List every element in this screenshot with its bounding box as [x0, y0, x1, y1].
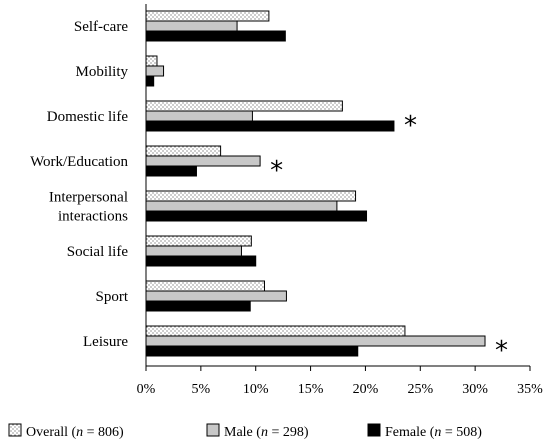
significance-marker: *: [495, 336, 508, 366]
bar-3-2: [145, 165, 197, 177]
legend-swatch: [8, 423, 22, 437]
legend-swatch: [206, 423, 220, 437]
category-label: Leisure: [83, 334, 128, 350]
legend-label: Overall (n = 806): [26, 425, 124, 440]
bar-4-2: [145, 210, 368, 222]
bar-3-0: [145, 145, 222, 157]
x-tick-label: 5%: [192, 382, 211, 397]
category-label: Sport: [95, 289, 128, 305]
x-tick-label: 15%: [298, 382, 324, 397]
category-label: interactions: [58, 209, 128, 225]
significance-marker: *: [404, 111, 417, 141]
bar-0-1: [145, 20, 238, 32]
bar-0-2: [145, 30, 286, 42]
bar-7-0: [145, 325, 406, 337]
bar-7-2: [145, 345, 359, 357]
x-tick-label: 30%: [462, 382, 488, 397]
bar-1-1: [145, 65, 165, 77]
bar-6-0: [145, 280, 265, 292]
x-tick-label: 10%: [243, 382, 269, 397]
category-label: Self-care: [74, 19, 128, 35]
legend-label: Female (n = 508): [385, 425, 482, 440]
bar-5-1: [145, 245, 242, 257]
bar-6-1: [145, 290, 287, 302]
legend: Overall (n = 806) Male (n = 298) Female (n…: [8, 423, 482, 440]
bar-2-1: [145, 110, 253, 122]
category-label: Work/Education: [30, 154, 128, 170]
x-tick-label: 0%: [137, 382, 156, 397]
category-label: Domestic life: [47, 109, 129, 125]
bar-6-2: [145, 300, 251, 312]
x-tick-label: 35%: [517, 382, 543, 397]
legend-swatch: [367, 423, 381, 437]
bar-5-2: [145, 255, 257, 267]
bar-2-2: [145, 120, 395, 132]
bar-5-0: [145, 235, 252, 247]
bar-2-0: [145, 100, 343, 112]
plot-area: Self-care Mobility Domestic life Work/Educa…: [30, 4, 543, 397]
category-label: Mobility: [75, 64, 128, 80]
bar-0-0: [145, 10, 270, 22]
legend-label: Male (n = 298): [224, 425, 309, 440]
x-tick-label: 20%: [353, 382, 379, 397]
category-label: Social life: [67, 244, 129, 260]
bar-4-0: [145, 190, 357, 202]
x-tick-label: 25%: [407, 382, 433, 397]
bar-1-0: [145, 55, 158, 67]
bar-1-2: [145, 75, 155, 87]
bar-3-1: [145, 155, 261, 167]
bar-7-1: [145, 335, 486, 347]
category-label: Interpersonal: [49, 190, 128, 206]
bar-4-1: [145, 200, 338, 212]
significance-marker: *: [270, 156, 283, 186]
